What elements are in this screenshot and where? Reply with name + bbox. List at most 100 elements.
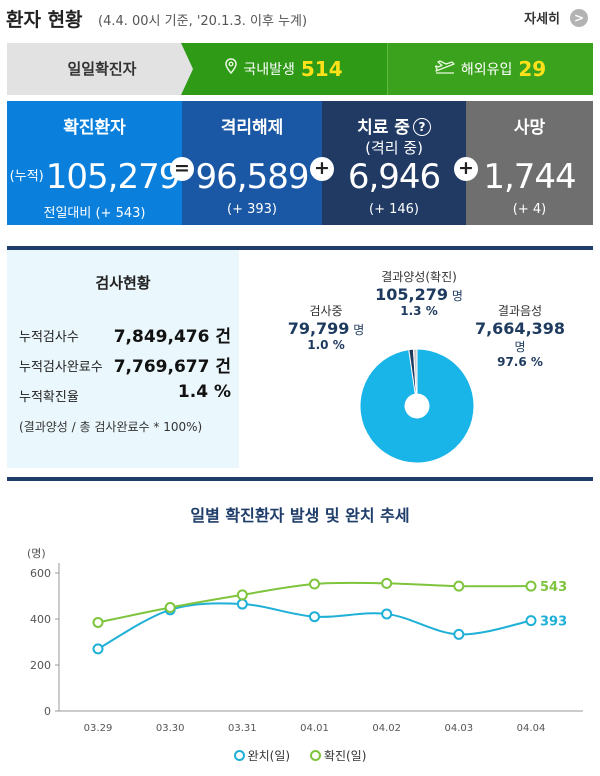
domestic-value: 514 bbox=[300, 57, 343, 81]
test-row-value: 7,849,476 건 bbox=[113, 327, 231, 347]
pie-testing-pct: 1.0 % bbox=[307, 338, 345, 352]
test-donut-chart bbox=[359, 348, 475, 464]
legend-marker-icon bbox=[233, 750, 245, 761]
page-header: 환자 현황 (4.4. 00시 기준, '20.1.3. 이후 누계) 자세히 … bbox=[0, 0, 600, 38]
stat-treating-value: 6,946 bbox=[347, 157, 441, 197]
x-tick-label: 04.04 bbox=[517, 723, 546, 734]
data-point[interactable] bbox=[525, 580, 537, 592]
data-point[interactable] bbox=[164, 602, 176, 613]
data-point[interactable] bbox=[236, 589, 248, 601]
test-title: 검사현황 bbox=[95, 274, 151, 292]
x-tick-label: 04.02 bbox=[372, 723, 401, 734]
x-tick-label: 03.29 bbox=[84, 723, 113, 734]
test-row-value: 7,769,677 건 bbox=[113, 357, 231, 377]
pie-label-testing: 검사중 79,799 명 1.0 % bbox=[281, 302, 371, 352]
data-point[interactable] bbox=[453, 628, 465, 640]
pie-positive-pct: 1.3 % bbox=[400, 304, 438, 318]
overseas-label: 해외유입 bbox=[460, 62, 513, 78]
pie-negative-unit: 명 bbox=[514, 340, 526, 354]
plus-icon: + bbox=[310, 157, 334, 181]
pie-negative-pct: 97.6 % bbox=[497, 355, 543, 369]
stat-treating-delta: (+ 146) bbox=[369, 202, 419, 217]
test-row-label: 누적확진율 bbox=[19, 390, 79, 405]
y-tick-label: 200 bbox=[30, 659, 51, 672]
patient-stats: 확진환자 (누적)105,279 전일대비 (+ 543) 격리해제 96,58… bbox=[7, 101, 593, 225]
daily-confirmed-bar: 일일확진자 국내발생 514 해외유입 29 bbox=[7, 43, 593, 95]
trend-line-chart: (명) 0 200 400 600 03.29 03.30 03.31 04.01 04.02 04… bbox=[27, 547, 583, 734]
daily-confirmed-label: 일일확진자 bbox=[7, 43, 197, 95]
test-summary: 검사현황 누적검사수 7,849,476 건 누적검사완료수 7,769,677… bbox=[7, 250, 239, 468]
trend-panel: 일별 확진환자 발생 및 완치 추세 (명) 0 200 400 600 03.29 03.… bbox=[7, 477, 593, 776]
data-point[interactable] bbox=[453, 580, 465, 592]
series-line bbox=[97, 602, 532, 650]
test-pie-area: 결과양성(확진) 105,279 명 1.3 % 검사중 79,799 명 1.… bbox=[239, 250, 593, 468]
pie-positive-value: 105,279 bbox=[375, 285, 448, 304]
overseas-cell: 해외유입 29 bbox=[387, 43, 593, 95]
pie-label-positive: 결과양성(확진) 105,279 명 1.3 % bbox=[359, 268, 479, 318]
x-tick-label: 04.01 bbox=[300, 723, 329, 734]
stat-confirmed-title: 확진환자 bbox=[63, 118, 126, 138]
pie-negative-label: 결과음성 bbox=[497, 304, 543, 318]
pie-positive-unit: 명 bbox=[451, 289, 463, 303]
y-tick-label: 400 bbox=[30, 613, 51, 626]
chart-legend: 완치(일) 확진(일) bbox=[7, 747, 593, 764]
legend-marker-icon bbox=[309, 750, 321, 761]
y-axis-label: (명) bbox=[27, 547, 46, 560]
stat-confirmed: 확진환자 (누적)105,279 전일대비 (+ 543) bbox=[7, 101, 182, 225]
legend-label: 완치(일) bbox=[247, 749, 291, 763]
stat-treating-title: 치료 중 bbox=[357, 118, 410, 138]
series-end-label: 393 bbox=[540, 615, 567, 630]
more-link[interactable]: 자세히 bbox=[524, 12, 560, 27]
data-point[interactable] bbox=[381, 608, 393, 620]
data-point[interactable] bbox=[381, 577, 393, 589]
test-row-value: 1.4 % bbox=[177, 382, 231, 402]
y-tick-label: 0 bbox=[44, 705, 51, 718]
pie-label-negative: 결과음성 7,664,398 명 97.6 % bbox=[465, 302, 575, 369]
pie-testing-value: 79,799 bbox=[287, 319, 350, 338]
y-tick-label: 600 bbox=[30, 567, 51, 580]
x-tick-label: 03.31 bbox=[228, 723, 257, 734]
stat-treating-subtitle: (격리 중) bbox=[365, 139, 423, 157]
data-point[interactable] bbox=[236, 598, 248, 610]
location-pin-icon bbox=[225, 58, 238, 78]
pie-slice-negative[interactable] bbox=[359, 348, 475, 464]
test-row-label: 누적검사완료수 bbox=[19, 360, 103, 375]
series-end-label: 543 bbox=[540, 580, 567, 595]
stat-deaths-title: 사망 bbox=[513, 118, 546, 138]
help-icon[interactable]: ? bbox=[412, 118, 431, 136]
divider-arrow bbox=[181, 43, 193, 95]
stat-deaths-delta: (+ 4) bbox=[512, 202, 547, 217]
domestic-cell: 국내발생 514 bbox=[181, 43, 387, 95]
stat-released-delta: (+ 393) bbox=[227, 202, 277, 217]
stat-confirmed-prefix: (누적) bbox=[9, 169, 44, 184]
pie-slice-testing[interactable] bbox=[412, 348, 418, 395]
test-note: (결과양성 / 총 검사완료수 * 100%) bbox=[19, 420, 203, 434]
stat-deaths-value: 1,744 bbox=[483, 157, 576, 197]
stat-confirmed-value: 105,279 bbox=[45, 157, 181, 197]
stat-released: 격리해제 96,589 (+ 393) bbox=[182, 101, 322, 225]
x-tick-label: 04.03 bbox=[445, 723, 474, 734]
page-subtitle: (4.4. 00시 기준, '20.1.3. 이후 누계) bbox=[98, 14, 308, 29]
pie-testing-label: 검사중 bbox=[309, 304, 343, 318]
test-status-panel: 검사현황 누적검사수 7,849,476 건 누적검사완료수 7,769,677… bbox=[7, 246, 593, 468]
plus-icon: + bbox=[454, 157, 478, 181]
data-point[interactable] bbox=[92, 616, 104, 628]
stat-released-value: 96,589 bbox=[195, 157, 310, 197]
chevron-right-icon[interactable]: > bbox=[570, 9, 588, 27]
data-point[interactable] bbox=[92, 643, 104, 655]
legend-item[interactable]: 완치(일) bbox=[233, 747, 291, 764]
test-row-label: 누적검사수 bbox=[19, 330, 79, 345]
page-title: 환자 현황 bbox=[6, 9, 83, 31]
stat-treating: 치료 중? (격리 중) 6,946 (+ 146) bbox=[322, 101, 466, 225]
data-point[interactable] bbox=[525, 615, 537, 627]
domestic-label: 국내발생 bbox=[243, 62, 295, 78]
equals-icon: = bbox=[170, 157, 194, 181]
pie-testing-unit: 명 bbox=[353, 323, 365, 337]
overseas-value: 29 bbox=[518, 57, 547, 81]
airplane-icon bbox=[434, 60, 455, 78]
pie-negative-value: 7,664,398 bbox=[474, 319, 566, 338]
legend-item[interactable]: 확진(일) bbox=[309, 747, 366, 764]
x-tick-label: 03.30 bbox=[156, 723, 185, 734]
data-point[interactable] bbox=[309, 578, 320, 590]
data-point[interactable] bbox=[309, 611, 320, 623]
